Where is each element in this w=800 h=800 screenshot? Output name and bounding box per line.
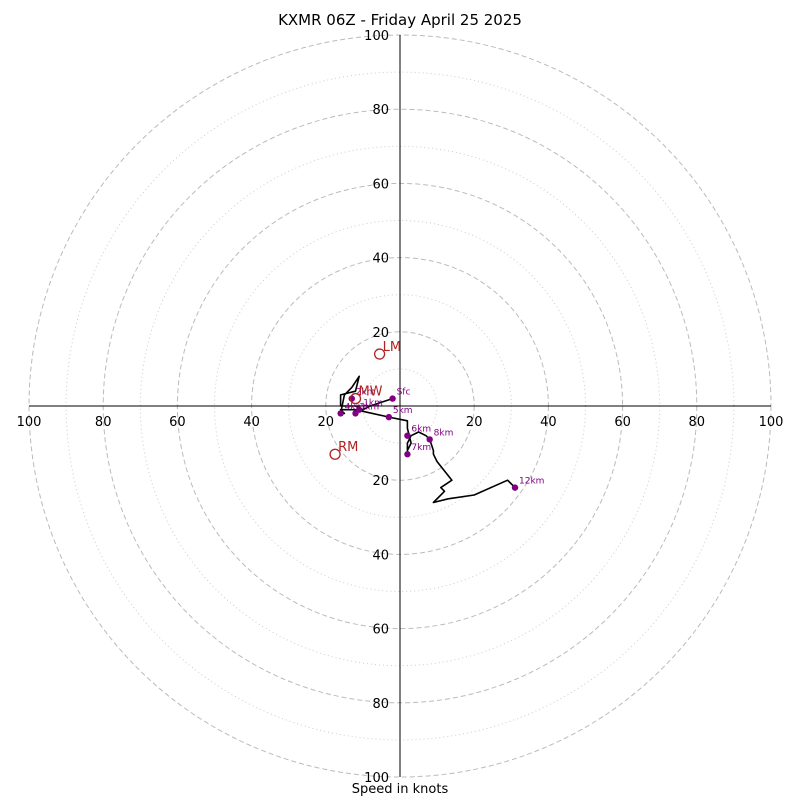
height-label: 6km: [411, 425, 431, 435]
tick-label: 20: [372, 474, 389, 489]
tick-label: 40: [372, 252, 389, 267]
tick-label: 40: [243, 415, 260, 430]
height-label: 12km: [519, 477, 544, 487]
tick-label: 60: [614, 415, 631, 430]
tick-label: 80: [372, 103, 389, 118]
height-label: Sfc: [397, 388, 411, 398]
height-point: [385, 413, 393, 421]
chart-title: KXMR 06Z - Friday April 25 2025: [278, 11, 522, 29]
height-point: [389, 395, 396, 402]
tick-label: 20: [318, 415, 335, 430]
hodograph-trace: [339, 375, 516, 504]
storm-motion-label: LM: [383, 340, 401, 355]
hodograph-line: [339, 375, 516, 504]
height-label: 7km: [411, 443, 431, 453]
tick-label: 20: [372, 326, 389, 341]
height-point: [337, 410, 344, 417]
height-point: [404, 432, 411, 439]
axes: [29, 35, 771, 777]
height-label: 4km: [345, 402, 365, 412]
tick-labels: 100 80 60 40 20 20 40 60 80 100 100 80 60 40 20 20 40 60 8…: [17, 29, 784, 786]
height-label: 3km: [359, 402, 379, 412]
tick-label: 80: [372, 697, 389, 712]
tick-label: 100: [17, 415, 42, 430]
storm-motion-label: MW: [358, 385, 382, 400]
height-point: [426, 436, 433, 443]
tick-label: 100: [364, 771, 389, 786]
storm-motion-marker: [349, 392, 362, 405]
tick-label: 100: [759, 415, 784, 430]
tick-label: 60: [169, 415, 186, 430]
tick-label: 20: [466, 415, 483, 430]
tick-label: 60: [372, 177, 389, 192]
height-label: 2km: [356, 388, 376, 398]
tick-label: 60: [372, 623, 389, 638]
tick-label: 80: [689, 415, 706, 430]
height-point: [348, 395, 355, 402]
storm-motion-markers: LM MW RM: [329, 340, 401, 460]
height-label: 8km: [434, 428, 454, 438]
tick-label: 80: [95, 415, 112, 430]
height-label: 1km: [363, 399, 383, 409]
x-axis-label: Speed in knots: [351, 782, 449, 797]
storm-motion-marker: [373, 348, 386, 360]
height-point: [511, 484, 519, 491]
storm-motion-marker: [329, 448, 341, 460]
height-point: [404, 451, 411, 458]
storm-motion-label: RM: [338, 440, 358, 455]
height-label: 5km: [393, 406, 413, 416]
tick-label: 40: [540, 415, 557, 430]
height-point: [352, 410, 359, 417]
tick-label: 100: [364, 29, 389, 44]
tick-label: 40: [372, 548, 389, 563]
